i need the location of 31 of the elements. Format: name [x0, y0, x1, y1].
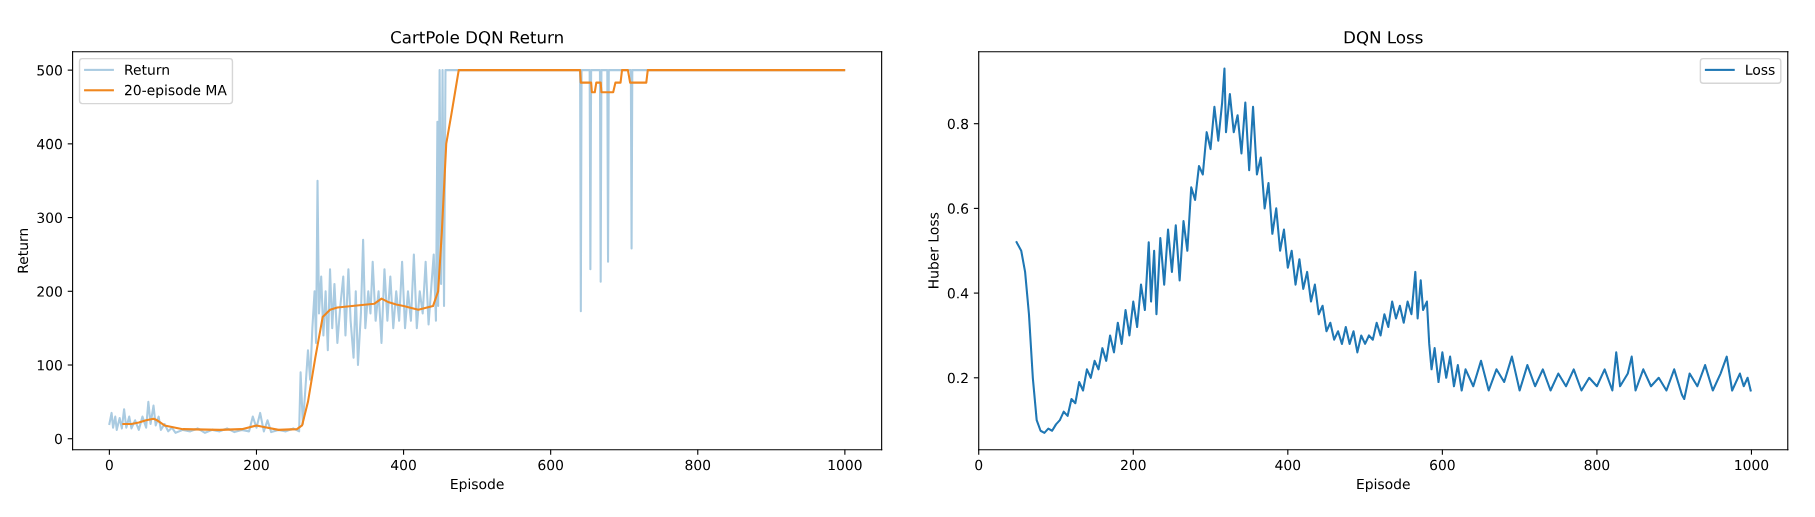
y-tick-label: 0 [54, 433, 62, 445]
y-axis-title: Huber Loss [927, 212, 939, 288]
x-tick-label: 400 [1275, 459, 1301, 471]
x-tick-label: 400 [391, 459, 416, 471]
x-tick-label: 600 [538, 459, 563, 471]
chart-title: DQN Loss [1344, 31, 1423, 46]
chart-title: CartPole DQN Return [391, 30, 563, 46]
x-tick-label: 800 [1584, 459, 1610, 471]
x-tick-label: 0 [975, 459, 983, 471]
y-tick-label: 0.4 [947, 288, 969, 299]
legend-label: 20-episode MA [125, 84, 227, 99]
x-tick-label: 600 [1430, 459, 1455, 471]
y-axis-title: Return [17, 228, 29, 273]
x-tick-label: 200 [244, 459, 269, 471]
x-tick-label: 0 [105, 459, 113, 471]
y-tick-label: 200 [37, 286, 62, 297]
legend-label: Return [125, 64, 169, 75]
legend-label: Loss [1746, 64, 1775, 75]
y-tick-label: 0.8 [947, 118, 969, 130]
x-axis-title: Episode [1357, 478, 1410, 492]
x-tick-label: 1000 [1735, 459, 1769, 471]
x-axis-title: Episode [451, 478, 504, 492]
y-tick-label: 300 [37, 212, 62, 224]
x-tick-label: 200 [1121, 459, 1146, 471]
y-tick-label: 400 [37, 138, 62, 150]
x-tick-label: 1000 [828, 459, 862, 471]
x-tick-label: 800 [685, 459, 711, 471]
y-tick-label: 500 [37, 65, 62, 76]
y-tick-label: 0.2 [947, 372, 968, 384]
y-tick-label: 0.6 [947, 203, 969, 214]
y-tick-label: 100 [37, 359, 62, 371]
